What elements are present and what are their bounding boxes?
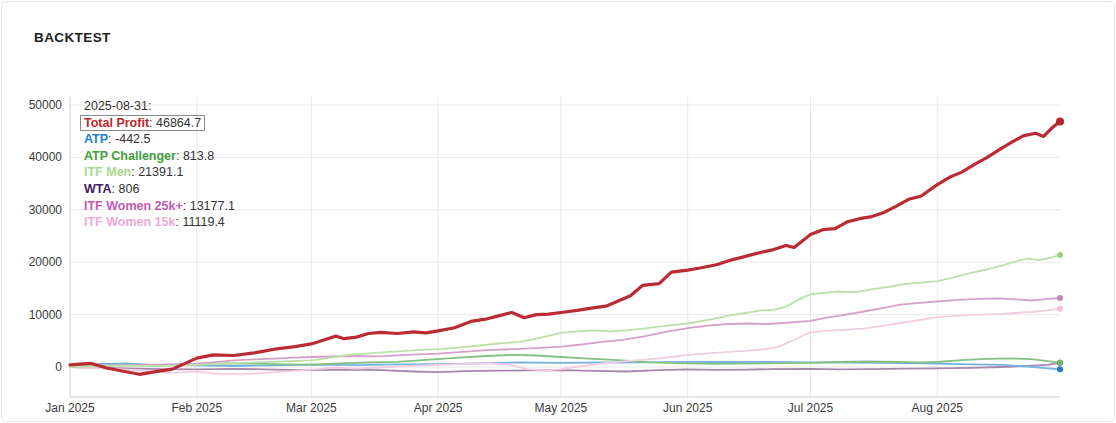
y-axis-tick-label: 10000 [29,308,63,322]
x-axis-tick-label: Mar 2025 [286,401,337,415]
x-axis-tick-label: Apr 2025 [414,401,463,415]
series-end-dot-atp_challenger [1057,360,1063,366]
series-line-total_profit[interactable] [70,121,1060,374]
y-axis-tick-label: 30000 [29,203,63,217]
x-axis-tick-label: Jan 2025 [45,401,95,415]
series-end-dot-atp [1057,366,1063,372]
series-end-dot-total_profit [1056,117,1064,125]
y-axis-tick-label: 0 [55,360,62,374]
backtest-card: BACKTEST 01000020000300004000050000Jan 2… [1,1,1115,422]
series-end-dot-itf_men [1057,252,1063,258]
x-axis-tick-label: Aug 2025 [912,401,964,415]
y-axis-tick-label: 40000 [29,150,63,164]
x-axis-tick-label: May 2025 [535,401,588,415]
series-end-dot-itf_women_25k [1057,295,1063,301]
x-axis-tick-label: Feb 2025 [171,401,222,415]
y-axis-tick-label: 50000 [29,98,63,112]
chart-canvas[interactable]: 0 10000 20000 30000 40000 50000 Jan 2025 Feb 20… [2,2,1116,423]
y-axis-tick-label: 20000 [29,255,63,269]
x-axis-tick-label: Jul 2025 [788,401,834,415]
x-axis-tick-label: Jun 2025 [663,401,713,415]
series-end-dot-itf_women_15k [1057,306,1063,312]
profit-line-chart[interactable]: 0 10000 20000 30000 40000 50000 Jan 2025 Feb 20… [2,2,1114,421]
